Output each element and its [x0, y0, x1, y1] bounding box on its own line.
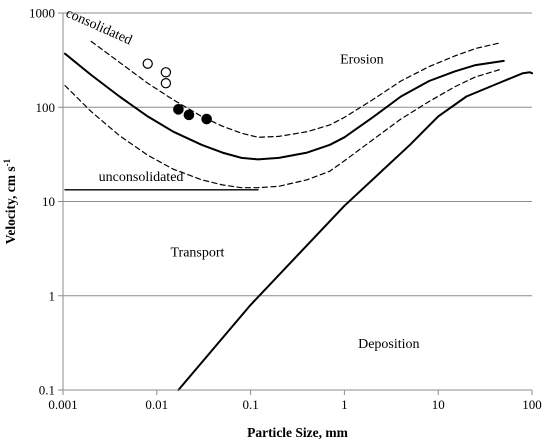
axes	[58, 12, 533, 395]
region-label: Transport	[171, 246, 225, 261]
open-point	[160, 67, 172, 78]
curve-solid-0	[64, 52, 505, 161]
x-axis-title: Particle Size, mm	[247, 425, 349, 440]
x-tick-label: 1	[341, 397, 348, 412]
open-point	[160, 77, 172, 89]
curve-solid-4	[177, 71, 533, 391]
curve-label: unconsolidated	[99, 170, 184, 185]
y-tick-label: 0.1	[39, 383, 55, 398]
curve-dashed-2	[64, 69, 501, 189]
curve-dashed-1	[90, 40, 501, 138]
y-axis-title-main: Velocity, cm s	[3, 166, 18, 244]
y-tick-label: 1000	[29, 6, 55, 21]
y-tick-label: 100	[36, 100, 56, 115]
tick-labels: 0.001 0.01 0.1 1 10 100 0.1 1 10 100 1000	[29, 6, 542, 413]
x-tick-label: 100	[522, 397, 542, 412]
region-label: Deposition	[358, 337, 419, 352]
y-axis-title-superscript: -1	[2, 158, 12, 166]
x-tick-label: 0.001	[48, 397, 77, 412]
gridlines	[63, 12, 532, 297]
open-point	[142, 58, 153, 69]
filled-point	[201, 113, 212, 125]
x-tick-label: 0.01	[145, 397, 168, 412]
curves	[64, 40, 533, 391]
filled-point	[183, 109, 195, 121]
y-tick-label: 10	[42, 194, 55, 209]
y-tick-label: 1	[49, 288, 56, 303]
annotations: Erosion Transport Deposition consolidated un…	[63, 6, 419, 352]
data-points	[142, 58, 212, 125]
y-axis-title: Velocity, cm s-1	[2, 158, 18, 244]
curve-label: consolidated	[63, 6, 134, 48]
x-tick-label: 10	[432, 397, 445, 412]
x-tick-label: 0.1	[242, 397, 258, 412]
filled-point	[173, 104, 184, 115]
region-label: Erosion	[340, 53, 384, 68]
